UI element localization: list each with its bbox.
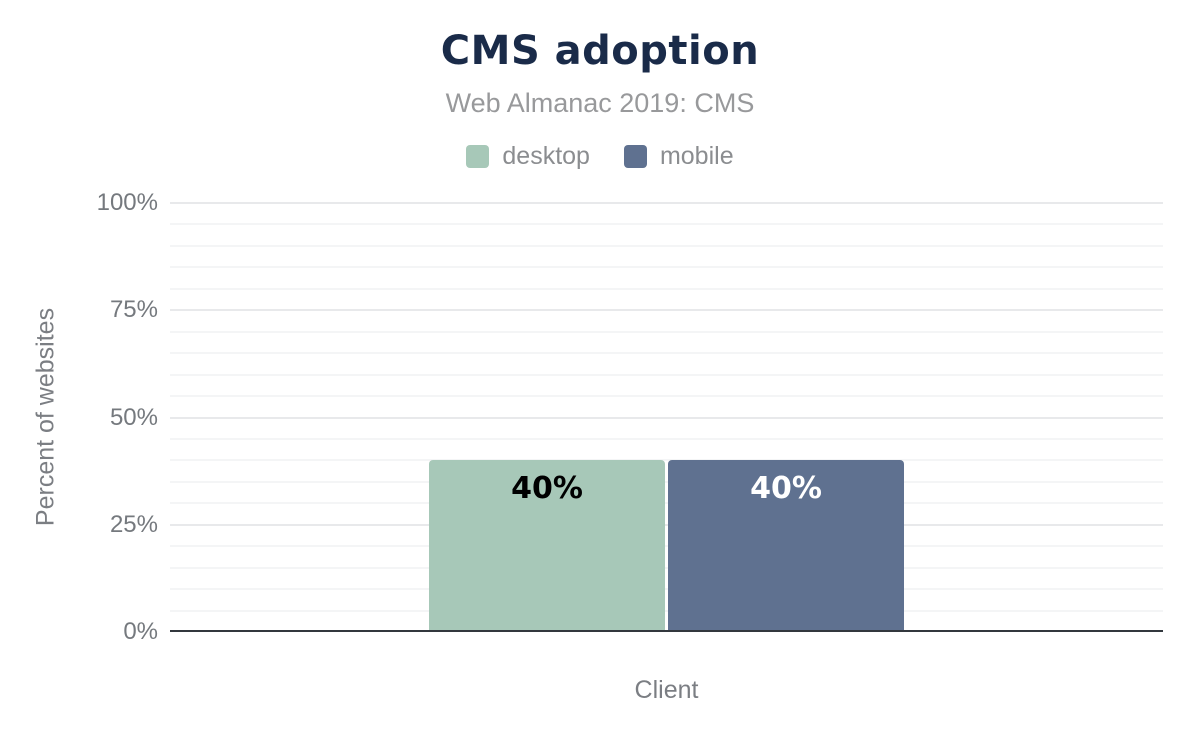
gridline-35pct xyxy=(170,480,1163,483)
y-tick-label-0: 0% xyxy=(123,618,158,645)
gridline-60pct xyxy=(170,373,1163,376)
gridline-5pct xyxy=(170,609,1163,612)
bar-value-label: 40% xyxy=(750,471,822,507)
gridline-25pct xyxy=(170,523,1163,526)
gridline-65pct xyxy=(170,352,1163,355)
legend-item-desktop[interactable]: desktop xyxy=(466,142,590,171)
bar-mobile[interactable]: 40% xyxy=(668,460,904,632)
gridline-10pct xyxy=(170,588,1163,591)
chart-title: CMS adoption xyxy=(440,28,760,74)
gridline-30pct xyxy=(170,502,1163,505)
y-tick-label-75: 75% xyxy=(109,296,158,324)
gridline-70pct xyxy=(170,330,1163,333)
y-axis-ticks: 0% 25% 50% 75% 100% xyxy=(0,191,158,644)
gridline-40pct xyxy=(170,459,1163,462)
gridline-95pct xyxy=(170,223,1163,226)
gridline-55pct xyxy=(170,395,1163,398)
gridline-80pct xyxy=(170,287,1163,290)
gridline-15pct xyxy=(170,566,1163,569)
legend-swatch-icon xyxy=(623,145,647,168)
legend-item-label: mobile xyxy=(659,142,734,170)
chart-legend: desktop mobile xyxy=(0,142,1200,171)
gridline-90pct xyxy=(170,244,1163,247)
y-tick-label-100: 100% xyxy=(96,189,158,216)
plot-area: 40% 40% xyxy=(170,202,1163,632)
legend-swatch-icon xyxy=(466,145,490,168)
gridline-50pct xyxy=(170,416,1163,419)
y-tick-label-50: 50% xyxy=(109,403,158,431)
bar-value-label: 40% xyxy=(511,471,583,507)
gridline-75pct xyxy=(170,309,1163,312)
x-axis-line xyxy=(170,630,1163,632)
legend-item-label: desktop xyxy=(502,142,590,170)
gridline-85pct xyxy=(170,266,1163,269)
gridline-20pct xyxy=(170,545,1163,548)
y-tick-label-25: 25% xyxy=(109,510,158,538)
gridline-45pct xyxy=(170,437,1163,440)
chart-subtitle: Web Almanac 2019: CMS xyxy=(445,88,755,118)
legend-item-mobile[interactable]: mobile xyxy=(623,142,734,171)
gridline-100pct xyxy=(170,202,1163,204)
bar-desktop[interactable]: 40% xyxy=(429,460,665,632)
x-axis-title: Client xyxy=(634,676,699,704)
